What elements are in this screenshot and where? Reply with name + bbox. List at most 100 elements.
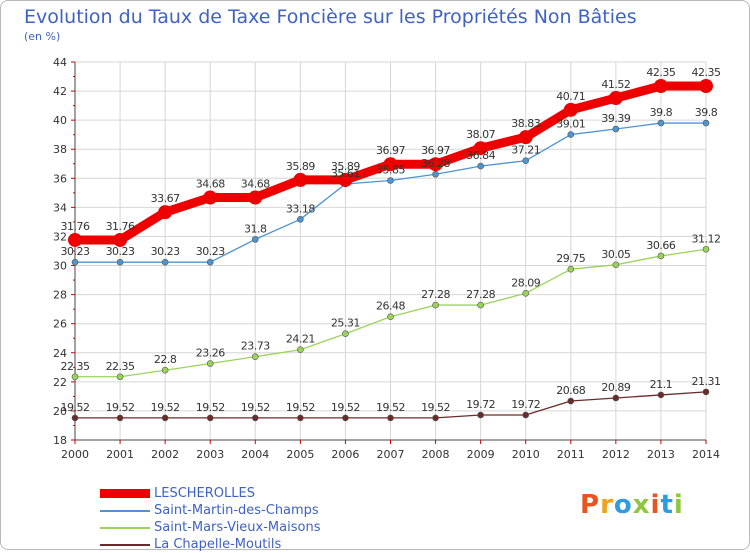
data-point: [567, 265, 575, 273]
data-label: 38.83: [511, 117, 540, 130]
data-point: [477, 162, 484, 170]
data-point: [161, 414, 169, 422]
data-point: [71, 258, 79, 266]
logo-letter: t: [660, 490, 674, 520]
data-point: [612, 261, 620, 269]
data-label: 19.52: [286, 401, 315, 414]
x-tick-label: 2000: [61, 448, 89, 461]
legend-swatch: [100, 509, 150, 512]
data-point: [68, 232, 82, 247]
y-tick-label: 44: [53, 56, 67, 69]
data-point: [293, 172, 308, 187]
data-label: 19.52: [421, 401, 450, 414]
data-label: 19.52: [61, 401, 90, 414]
data-label: 37.21: [511, 144, 540, 157]
legend-label: Saint-Mars-Vieux-Maisons: [154, 520, 321, 535]
x-tick-label: 2009: [467, 448, 495, 461]
data-label: 35.89: [331, 160, 360, 173]
data-point: [251, 353, 259, 360]
data-label: 30.23: [61, 245, 90, 258]
data-label: 22.35: [106, 360, 135, 373]
data-label: 19.72: [466, 398, 495, 411]
y-tick-label: 40: [53, 114, 67, 127]
proxiti-logo: Proxiti: [580, 490, 684, 520]
y-tick-label: 22: [53, 376, 67, 389]
data-label: 34.68: [241, 177, 270, 190]
logo-letter: o: [613, 490, 633, 520]
data-label: 23.73: [241, 340, 270, 353]
x-tick-label: 2012: [602, 448, 630, 461]
y-tick-label: 42: [53, 85, 67, 98]
x-tick-label: 2004: [241, 448, 269, 461]
x-tick-label: 2006: [331, 448, 359, 461]
data-label: 21.1: [650, 378, 673, 391]
data-label: 20.68: [556, 384, 585, 397]
data-label: 21.31: [692, 375, 721, 388]
data-label: 39.8: [650, 106, 673, 119]
data-label: 36.84: [466, 149, 495, 162]
data-label: 20.89: [601, 381, 630, 394]
data-label: 39.8: [695, 106, 718, 119]
data-point: [161, 366, 169, 374]
data-label: 38.07: [466, 128, 495, 141]
data-point: [342, 414, 349, 422]
data-label: 34.68: [196, 177, 225, 190]
logo-letter: i: [650, 490, 661, 520]
data-point: [432, 414, 439, 422]
data-point: [251, 414, 259, 422]
data-point: [248, 190, 263, 205]
data-point: [206, 414, 214, 422]
data-point: [297, 216, 304, 223]
data-point: [612, 125, 620, 133]
x-tick-label: 2010: [512, 448, 540, 461]
y-tick-label: 24: [53, 347, 67, 360]
data-point: [342, 330, 349, 338]
data-label: 24.21: [286, 333, 315, 346]
x-tick-label: 2001: [106, 448, 134, 461]
data-label: 36.28: [421, 157, 450, 170]
data-point: [116, 414, 124, 422]
legend-item: La Chapelle-Moutils: [100, 536, 320, 553]
data-point: [297, 346, 304, 354]
data-label: 41.52: [601, 78, 630, 91]
logo-letter: r: [600, 490, 614, 520]
data-point: [477, 301, 484, 309]
data-point: [432, 301, 439, 309]
data-label: 27.28: [421, 288, 450, 301]
data-label: 30.05: [601, 248, 630, 261]
data-label: 26.48: [376, 300, 405, 313]
data-point: [297, 414, 304, 422]
data-label: 22.8: [154, 353, 177, 366]
x-tick-label: 2014: [692, 448, 720, 461]
logo-letter: x: [632, 490, 651, 520]
data-point: [113, 232, 128, 247]
data-label: 29.75: [556, 252, 585, 265]
data-point: [206, 258, 214, 266]
legend-swatch: [100, 526, 150, 529]
data-point: [608, 91, 623, 106]
data-point: [206, 360, 214, 367]
data-label: 36.97: [421, 144, 450, 157]
y-tick-label: 38: [53, 143, 67, 156]
data-point: [567, 397, 575, 405]
data-point: [657, 252, 665, 260]
data-point: [473, 141, 488, 156]
legend-swatch: [100, 489, 150, 498]
data-label: 30.66: [646, 239, 675, 252]
data-point: [657, 119, 665, 127]
data-point: [702, 388, 710, 396]
data-label: 42.35: [646, 66, 675, 79]
data-label: 31.76: [106, 220, 135, 233]
y-tick-label: 30: [53, 260, 67, 273]
data-label: 36.97: [376, 144, 405, 157]
data-label: 19.52: [151, 401, 180, 414]
y-tick-label: 36: [53, 172, 67, 185]
data-label: 19.52: [331, 401, 360, 414]
data-point: [338, 172, 353, 187]
data-label: 31.8: [244, 222, 267, 235]
data-label: 31.12: [692, 232, 721, 245]
legend-label: La Chapelle-Moutils: [154, 537, 282, 552]
data-point: [477, 411, 484, 419]
data-label: 19.72: [511, 398, 540, 411]
